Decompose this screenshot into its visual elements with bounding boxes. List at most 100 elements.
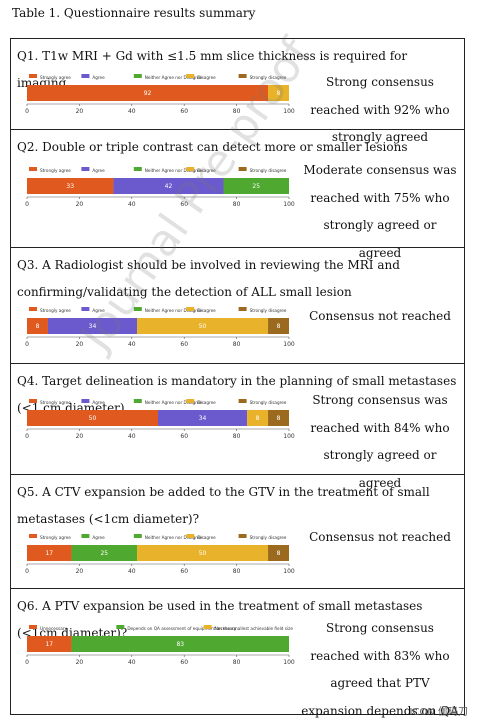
legend-swatch — [133, 307, 142, 311]
x-tick-label: 80 — [233, 659, 241, 666]
x-tick-label: 40 — [128, 201, 136, 208]
x-tick-label: 100 — [283, 341, 295, 348]
results-table: Q1. T1w MRI + Gd with ≤1.5 mm slice thic… — [10, 38, 465, 718]
legend-label: Neither Agree nor Disagree — [145, 400, 203, 405]
legend-swatch — [81, 307, 90, 311]
bar-value-label: 34 — [199, 415, 207, 422]
legend-label: Disagree — [197, 168, 216, 173]
bar-segment — [27, 410, 158, 426]
bar-value-label: 33 — [66, 183, 74, 190]
bar-segment — [268, 410, 289, 426]
legend-label: Strongly agree — [40, 75, 71, 80]
x-tick-label: 20 — [76, 341, 84, 348]
x-tick-label: 20 — [76, 201, 84, 208]
x-tick-label: 100 — [283, 201, 295, 208]
bar-segment — [158, 410, 248, 426]
bar-value-label: 50 — [89, 415, 97, 422]
question-row: Q3. A Radiologist should be involved in … — [11, 248, 464, 364]
legend-label: Strongly disagree — [250, 75, 287, 80]
bar-segment — [113, 178, 224, 194]
bar-segment — [137, 318, 269, 334]
x-tick-label: 40 — [128, 433, 136, 440]
x-tick-label: 0 — [25, 433, 29, 440]
bar-segment — [47, 318, 138, 334]
legend-swatch — [186, 307, 195, 311]
x-tick-label: 40 — [128, 341, 136, 348]
legend-label: Strongly disagree — [250, 168, 287, 173]
legend-swatch — [186, 167, 195, 171]
legend-swatch — [29, 307, 37, 311]
consensus-verdict: Consensus not reached — [309, 309, 451, 323]
consensus-verdict: Moderate consensus was reached with 75% … — [303, 163, 457, 260]
question-row: Q5. A CTV expansion be added to the GTV … — [11, 475, 464, 589]
bar-value-label: 50 — [199, 550, 207, 557]
x-tick-label: 40 — [128, 108, 136, 115]
legend-swatch — [116, 625, 125, 629]
legend-swatch — [29, 625, 37, 629]
legend-label: Agree — [92, 75, 105, 80]
bar-segment — [247, 410, 269, 426]
question-row: Q1. T1w MRI + Gd with ≤1.5 mm slice thic… — [11, 39, 464, 144]
question-row: Q6. A PTV expansion be used in the treat… — [11, 589, 464, 718]
x-tick-label: 80 — [233, 108, 241, 115]
x-tick-label: 80 — [233, 568, 241, 575]
legend-label: Disagree — [197, 535, 216, 540]
legend-label: Agree — [92, 535, 105, 540]
bar-segment — [223, 178, 289, 194]
x-tick-label: 0 — [25, 341, 29, 348]
legend-swatch — [133, 167, 142, 171]
legend-label: Neither Agree nor Disagree — [145, 75, 203, 80]
question-row: Q4. Target delineation is mandatory in t… — [11, 364, 464, 490]
stacked-bar-chart: Strongly agree Agree Neither Agree nor Dis… — [25, 534, 295, 575]
legend-swatch — [81, 167, 90, 171]
stacked-bar-chart: Strongly agree Agree Neither Agree nor Dis… — [25, 74, 295, 115]
bar-value-label: 8 — [277, 415, 281, 422]
bar-segment — [27, 545, 72, 561]
bar-segment — [268, 545, 289, 561]
legend-label: Strongly disagree — [250, 400, 287, 405]
bar-segment — [27, 178, 114, 194]
x-tick-label: 60 — [180, 433, 188, 440]
x-tick-label: 20 — [76, 108, 84, 115]
bar-value-label: 25 — [100, 550, 108, 557]
legend-swatch — [238, 307, 247, 311]
legend-label: Necessary — [215, 626, 237, 631]
bar-value-label: 83 — [176, 641, 184, 648]
x-tick-label: 0 — [25, 108, 29, 115]
x-tick-label: 80 — [233, 341, 241, 348]
consensus-verdict: Strong consensus was reached with 84% wh… — [310, 393, 450, 490]
x-tick-label: 60 — [180, 341, 188, 348]
legend-swatch — [238, 399, 247, 403]
legend-label: Strongly disagree — [250, 308, 287, 313]
legend-swatch — [29, 74, 37, 78]
x-tick-label: 100 — [283, 568, 295, 575]
legend-label: Disagree — [197, 400, 216, 405]
legend-swatch — [81, 399, 90, 403]
legend-swatch — [203, 625, 212, 629]
legend-swatch — [186, 74, 195, 78]
stacked-bar-chart: Strongly agree Agree Neither Agree nor Dis… — [25, 399, 295, 440]
consensus-verdict: Strong consensus reached with 92% who st… — [310, 75, 450, 144]
legend-label: Neither Agree nor Disagree — [145, 308, 203, 313]
x-tick-label: 40 — [128, 659, 136, 666]
stacked-bar-chart: Strongly agree Agree Neither Agree nor Dis… — [25, 167, 295, 208]
x-tick-label: 60 — [180, 659, 188, 666]
bar-segment — [137, 545, 269, 561]
bar-value-label: 8 — [277, 550, 281, 557]
x-tick-label: 100 — [283, 433, 295, 440]
logo: ICON 伽玛刀 — [409, 707, 468, 718]
legend-swatch — [29, 399, 37, 403]
bar-segment — [27, 85, 269, 101]
table-caption: Table 1. Questionnaire results summary — [12, 6, 256, 20]
legend-label: Strongly agree — [40, 308, 71, 313]
legend-label: Strongly disagree — [250, 535, 287, 540]
legend-swatch — [133, 399, 142, 403]
legend-swatch — [238, 167, 247, 171]
x-tick-label: 80 — [233, 433, 241, 440]
consensus-verdict: Strong consensus reached with 83% who ag… — [301, 621, 459, 718]
bar-segment — [268, 318, 289, 334]
bar-value-label: 17 — [45, 641, 53, 648]
legend-label: Disagree — [197, 308, 216, 313]
legend-swatch — [29, 534, 37, 538]
